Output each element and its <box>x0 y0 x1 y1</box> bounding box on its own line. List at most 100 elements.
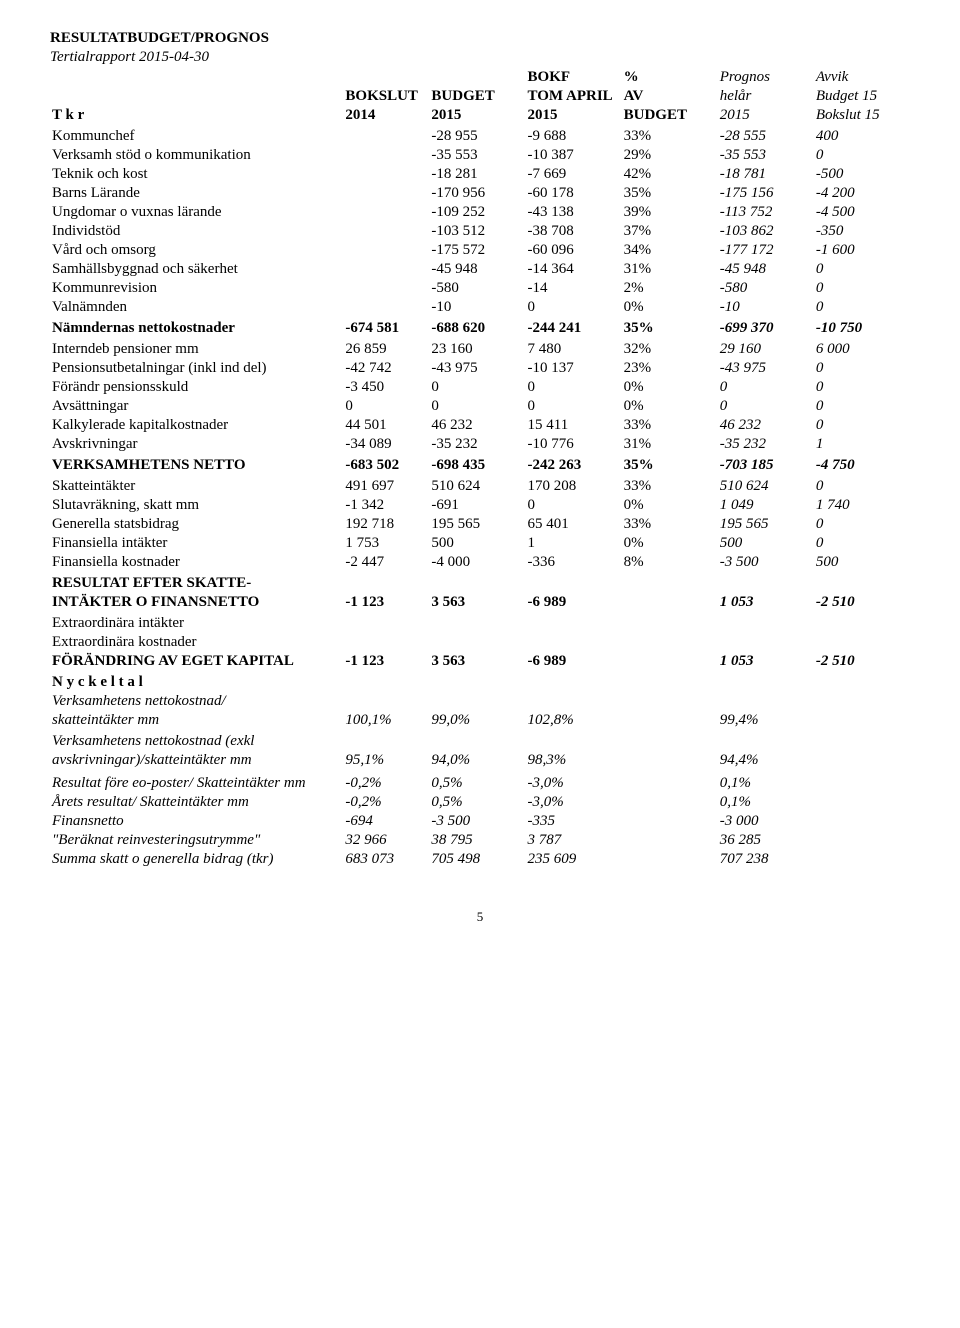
cell: 0 <box>526 298 622 317</box>
cell: 46 232 <box>429 416 525 435</box>
table-row: Samhällsbyggnad och säkerhet-45 948-14 3… <box>50 260 910 279</box>
cell: -4 200 <box>814 184 910 203</box>
cell: -688 620 <box>429 319 525 338</box>
table-row: Finansiella intäkter1 75350010%5000 <box>50 534 910 553</box>
hdr-cell <box>429 68 525 87</box>
cell: -35 232 <box>718 435 814 454</box>
cell: 3 563 <box>429 652 525 671</box>
cell: 37% <box>622 222 718 241</box>
cell <box>622 711 718 730</box>
cell: -43 975 <box>429 359 525 378</box>
cell: 0 <box>526 378 622 397</box>
cell: -45 948 <box>718 260 814 279</box>
cell: 1 740 <box>814 496 910 515</box>
table-row: Vård och omsorg-175 572-60 09634%-177 17… <box>50 241 910 260</box>
row-label: Extraordinära kostnader <box>50 633 343 652</box>
table-row: Förändr pensionsskuld-3 450000%00 <box>50 378 910 397</box>
row-label: Verksamhetens nettokostnad/ <box>50 692 343 711</box>
cell: -336 <box>526 553 622 572</box>
cell: 33% <box>622 416 718 435</box>
cell: -10 <box>718 298 814 317</box>
cell: -0,2% <box>343 793 429 812</box>
cell: -2 510 <box>814 593 910 612</box>
page-number: 5 <box>50 909 910 925</box>
hdr-cell: Prognos <box>718 68 814 87</box>
cell <box>814 793 910 812</box>
cell: 0 <box>814 359 910 378</box>
cell: -60 096 <box>526 241 622 260</box>
cell: 0 <box>814 378 910 397</box>
header-row-2: BOKSLUT BUDGET TOM APRIL AV helår Budget… <box>50 87 910 106</box>
cell: 29% <box>622 146 718 165</box>
cell: 0,5% <box>429 774 525 793</box>
eo-intakter-row: Extraordinära intäkter <box>50 614 910 633</box>
cell: -335 <box>526 812 622 831</box>
table-row: Slutavräkning, skatt mm-1 342-69100%1 04… <box>50 496 910 515</box>
cell: -10 137 <box>526 359 622 378</box>
cell: -0,2% <box>343 774 429 793</box>
table-row: Kommunrevision-580-142%-5800 <box>50 279 910 298</box>
forandring-row: FÖRÄNDRING AV EGET KAPITAL -1 123 3 563 … <box>50 652 910 671</box>
table-row: "Beräknat reinvesteringsutrymme"32 96638… <box>50 831 910 850</box>
cell: -1 123 <box>343 593 429 612</box>
cell: -38 708 <box>526 222 622 241</box>
hdr-cell: Avvik <box>814 68 910 87</box>
hdr-cell: AV <box>622 87 718 106</box>
cell: 94,0% <box>429 751 525 770</box>
cell: 3 787 <box>526 831 622 850</box>
cell: -14 364 <box>526 260 622 279</box>
cell: -699 370 <box>718 319 814 338</box>
cell: 99,4% <box>718 711 814 730</box>
table-row: Summa skatt o generella bidrag (tkr)683 … <box>50 850 910 869</box>
table-row: Interndeb pensioner mm26 85923 1607 4803… <box>50 340 910 359</box>
cell: 23% <box>622 359 718 378</box>
cell: 235 609 <box>526 850 622 869</box>
cell: 32% <box>622 340 718 359</box>
row-label: Årets resultat/ Skatteintäkter mm <box>50 793 343 812</box>
cell: 0 <box>814 515 910 534</box>
cell: -350 <box>814 222 910 241</box>
row-label: Kommunchef <box>50 127 343 146</box>
cell <box>814 751 910 770</box>
cell: -4 750 <box>814 456 910 475</box>
cell: 0 <box>814 146 910 165</box>
cell <box>622 831 718 850</box>
cell: 32 966 <box>343 831 429 850</box>
eo-kostnader-row: Extraordinära kostnader <box>50 633 910 652</box>
cell: 26 859 <box>343 340 429 359</box>
cell: 0 <box>526 397 622 416</box>
cell: 0% <box>622 496 718 515</box>
cell: 705 498 <box>429 850 525 869</box>
cell: -18 281 <box>429 165 525 184</box>
cell: -175 156 <box>718 184 814 203</box>
cell: -698 435 <box>429 456 525 475</box>
cell: -42 742 <box>343 359 429 378</box>
cell: 2% <box>622 279 718 298</box>
cell: -580 <box>429 279 525 298</box>
row-label: Verksamhetens nettokostnad (exkl <box>50 732 343 751</box>
cell: -103 512 <box>429 222 525 241</box>
cell: -691 <box>429 496 525 515</box>
cell: 46 232 <box>718 416 814 435</box>
key-row-line2: skatteintäkter mm100,1%99,0%102,8%99,4% <box>50 711 910 730</box>
cell: 8% <box>622 553 718 572</box>
cell: 33% <box>622 127 718 146</box>
cell: -2 510 <box>814 652 910 671</box>
nyckeltal-header: N y c k e l t a l <box>50 673 910 692</box>
header-row-1: BOKF % Prognos Avvik <box>50 68 910 87</box>
row-label: skatteintäkter mm <box>50 711 343 730</box>
row-label: Finansnetto <box>50 812 343 831</box>
cell: 34% <box>622 241 718 260</box>
cell: 400 <box>814 127 910 146</box>
cell: -3 500 <box>718 553 814 572</box>
cell: -2 447 <box>343 553 429 572</box>
cell: 0 <box>814 279 910 298</box>
row-label: Resultat före eo-poster/ Skatteintäkter … <box>50 774 343 793</box>
cell: 500 <box>814 553 910 572</box>
cell: 707 238 <box>718 850 814 869</box>
row-label: VERKSAMHETENS NETTO <box>50 456 343 475</box>
hdr-cell: Budget 15 <box>814 87 910 106</box>
cell: 0 <box>814 416 910 435</box>
cell: 6 000 <box>814 340 910 359</box>
cell: 0,1% <box>718 793 814 812</box>
